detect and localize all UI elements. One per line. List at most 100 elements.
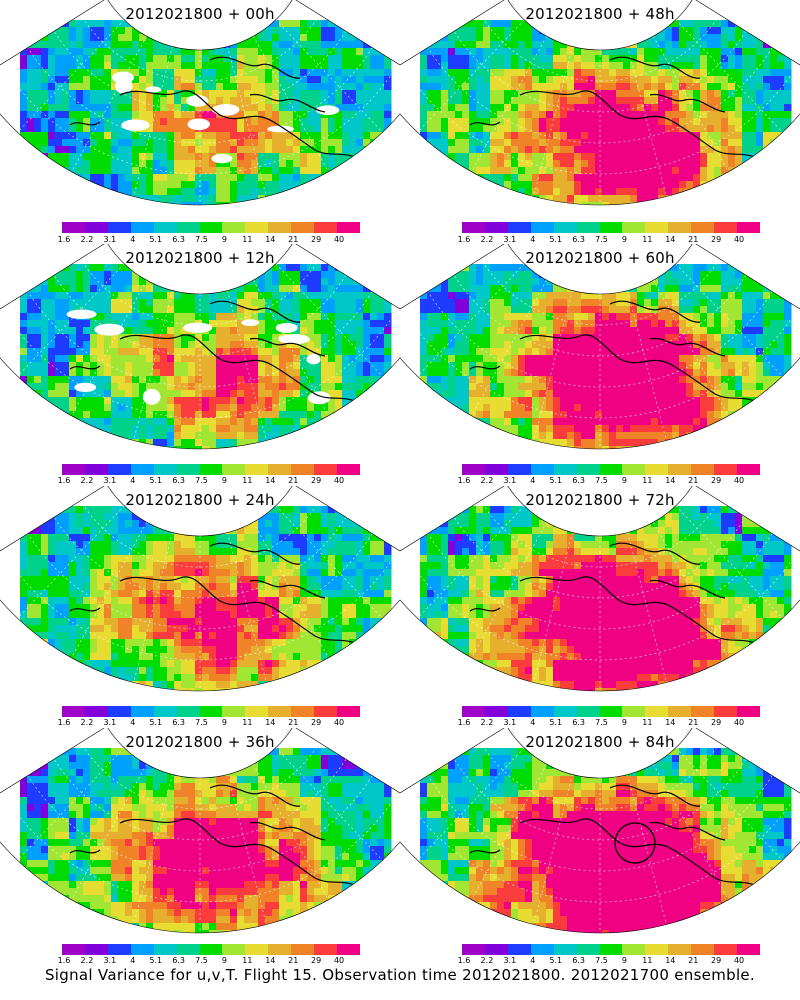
field-cell <box>34 446 42 450</box>
field-cell <box>370 48 378 56</box>
field-cell <box>83 76 91 84</box>
field-cell <box>370 104 378 112</box>
field-cell <box>223 376 231 384</box>
field-cell <box>420 167 428 175</box>
field-cell <box>370 341 378 349</box>
field-cell <box>97 34 105 42</box>
field-cell <box>707 132 715 140</box>
field-cell <box>370 397 378 405</box>
field-cell <box>132 181 140 189</box>
field-cell <box>104 285 112 293</box>
field-cell <box>602 209 610 217</box>
field-cell <box>742 264 750 272</box>
field-cell <box>272 446 280 450</box>
field-cell <box>335 202 343 206</box>
field-cell <box>672 146 680 154</box>
field-cell <box>630 90 638 98</box>
colorbar-tick-label: 4 <box>530 235 536 244</box>
field-cell <box>41 439 49 447</box>
field-cell <box>153 160 161 168</box>
field-cell <box>581 83 589 91</box>
field-cell <box>216 369 224 377</box>
field-cell <box>328 181 336 189</box>
field-cell <box>427 83 435 91</box>
field-cell <box>202 62 210 70</box>
field-cell <box>756 48 764 56</box>
field-cell <box>41 20 49 28</box>
field-cell <box>651 181 659 189</box>
field-cell <box>300 83 308 91</box>
field-cell <box>160 418 168 426</box>
field-cell <box>300 369 308 377</box>
field-cell <box>377 334 385 342</box>
field-cell <box>27 439 35 447</box>
field-cell <box>83 334 91 342</box>
field-cell <box>644 118 652 126</box>
field-cell <box>125 348 133 356</box>
field-cell <box>279 390 287 398</box>
colorbar-tick-label: 7.5 <box>195 235 208 244</box>
field-cell <box>574 195 582 203</box>
field-cell <box>34 418 42 426</box>
field-cell <box>209 369 217 377</box>
field-cell <box>118 390 126 398</box>
field-cell <box>770 48 778 56</box>
field-cell <box>602 111 610 119</box>
field-cell <box>476 125 484 133</box>
field-cell <box>616 76 624 84</box>
field-cell <box>104 271 112 279</box>
field-cell <box>469 153 477 161</box>
field-cell <box>363 271 371 279</box>
field-cell <box>69 334 77 342</box>
field-cell <box>420 264 428 272</box>
field-cell <box>434 271 442 279</box>
field-cell <box>209 83 217 91</box>
field-cell <box>370 355 378 363</box>
field-cell <box>27 390 35 398</box>
field-cell <box>742 188 750 196</box>
field-cell <box>370 20 378 28</box>
field-cell <box>363 292 371 300</box>
field-cell <box>237 334 245 342</box>
field-cell <box>27 27 35 35</box>
field-cell <box>679 264 687 272</box>
field-cell <box>574 90 582 98</box>
field-cell <box>265 139 273 147</box>
field-cell <box>735 209 743 217</box>
field-cell <box>258 209 266 217</box>
field-cell <box>560 97 568 105</box>
field-cell <box>490 83 498 91</box>
field-cell <box>314 146 322 154</box>
field-cell <box>125 271 133 279</box>
field-cell <box>167 376 175 384</box>
field-cell <box>265 48 273 56</box>
field-cell <box>216 446 224 450</box>
field-cell <box>665 27 673 35</box>
field-cell <box>679 299 687 307</box>
field-cell <box>546 306 554 314</box>
field-cell <box>637 278 645 286</box>
field-cell <box>265 41 273 49</box>
field-cell <box>595 160 603 168</box>
field-cell <box>118 362 126 370</box>
field-cell <box>384 383 392 391</box>
field-cell <box>609 285 617 293</box>
field-cell <box>763 48 771 56</box>
field-cell <box>76 41 84 49</box>
field-cell <box>581 167 589 175</box>
field-cell <box>469 264 477 272</box>
field-cell <box>749 278 757 286</box>
field-cell <box>504 195 512 203</box>
field-cell <box>293 48 301 56</box>
field-cell <box>20 362 28 370</box>
field-cell <box>20 390 28 398</box>
field-cell <box>763 167 771 175</box>
field-cell <box>342 320 350 328</box>
field-cell <box>237 209 245 217</box>
field-cell <box>707 139 715 147</box>
field-cell <box>328 125 336 133</box>
field-cell <box>602 62 610 70</box>
field-cell <box>679 209 687 217</box>
field-cell <box>258 369 266 377</box>
field-cell <box>427 195 435 203</box>
